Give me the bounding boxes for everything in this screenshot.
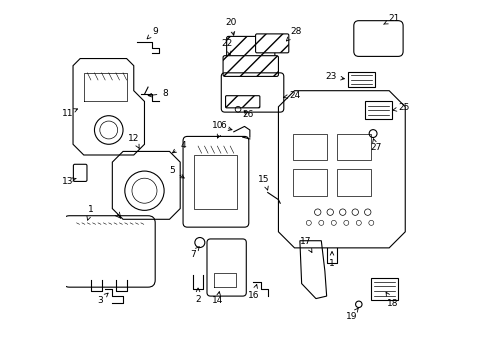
Text: 27: 27 xyxy=(369,139,381,152)
Bar xyxy=(292,169,326,196)
Bar xyxy=(194,155,237,208)
Text: 26: 26 xyxy=(242,111,253,120)
Text: 16: 16 xyxy=(247,284,259,300)
Text: 20: 20 xyxy=(225,18,236,35)
Text: 9: 9 xyxy=(147,27,158,39)
Text: 6: 6 xyxy=(217,121,225,138)
Text: 2: 2 xyxy=(195,288,201,304)
Bar xyxy=(347,72,374,87)
Text: 1: 1 xyxy=(87,205,94,220)
FancyBboxPatch shape xyxy=(223,56,278,76)
Text: 8: 8 xyxy=(148,89,168,98)
Bar xyxy=(365,102,391,118)
Text: 21: 21 xyxy=(383,14,399,24)
Text: 7: 7 xyxy=(189,247,199,259)
Bar xyxy=(337,169,370,196)
Text: 1: 1 xyxy=(328,252,334,268)
Text: 5: 5 xyxy=(169,166,184,178)
FancyBboxPatch shape xyxy=(225,96,259,108)
Bar xyxy=(370,278,397,300)
Text: 22: 22 xyxy=(221,39,232,55)
Text: 12: 12 xyxy=(128,134,139,148)
Text: 11: 11 xyxy=(62,109,78,118)
FancyBboxPatch shape xyxy=(226,36,274,59)
Text: 3: 3 xyxy=(97,293,108,305)
Bar xyxy=(337,134,370,160)
Text: 28: 28 xyxy=(286,27,302,41)
Text: 4: 4 xyxy=(172,141,185,153)
Bar xyxy=(292,134,326,160)
Text: 25: 25 xyxy=(392,103,409,112)
Text: 17: 17 xyxy=(300,237,311,252)
Text: 15: 15 xyxy=(258,175,269,190)
Text: 18: 18 xyxy=(386,292,398,308)
FancyBboxPatch shape xyxy=(255,34,288,53)
Text: 10: 10 xyxy=(211,121,231,131)
Text: 13: 13 xyxy=(62,176,76,185)
Text: 14: 14 xyxy=(212,292,223,305)
Text: 23: 23 xyxy=(325,72,344,81)
Text: 24: 24 xyxy=(283,91,300,100)
Text: 19: 19 xyxy=(345,308,358,321)
